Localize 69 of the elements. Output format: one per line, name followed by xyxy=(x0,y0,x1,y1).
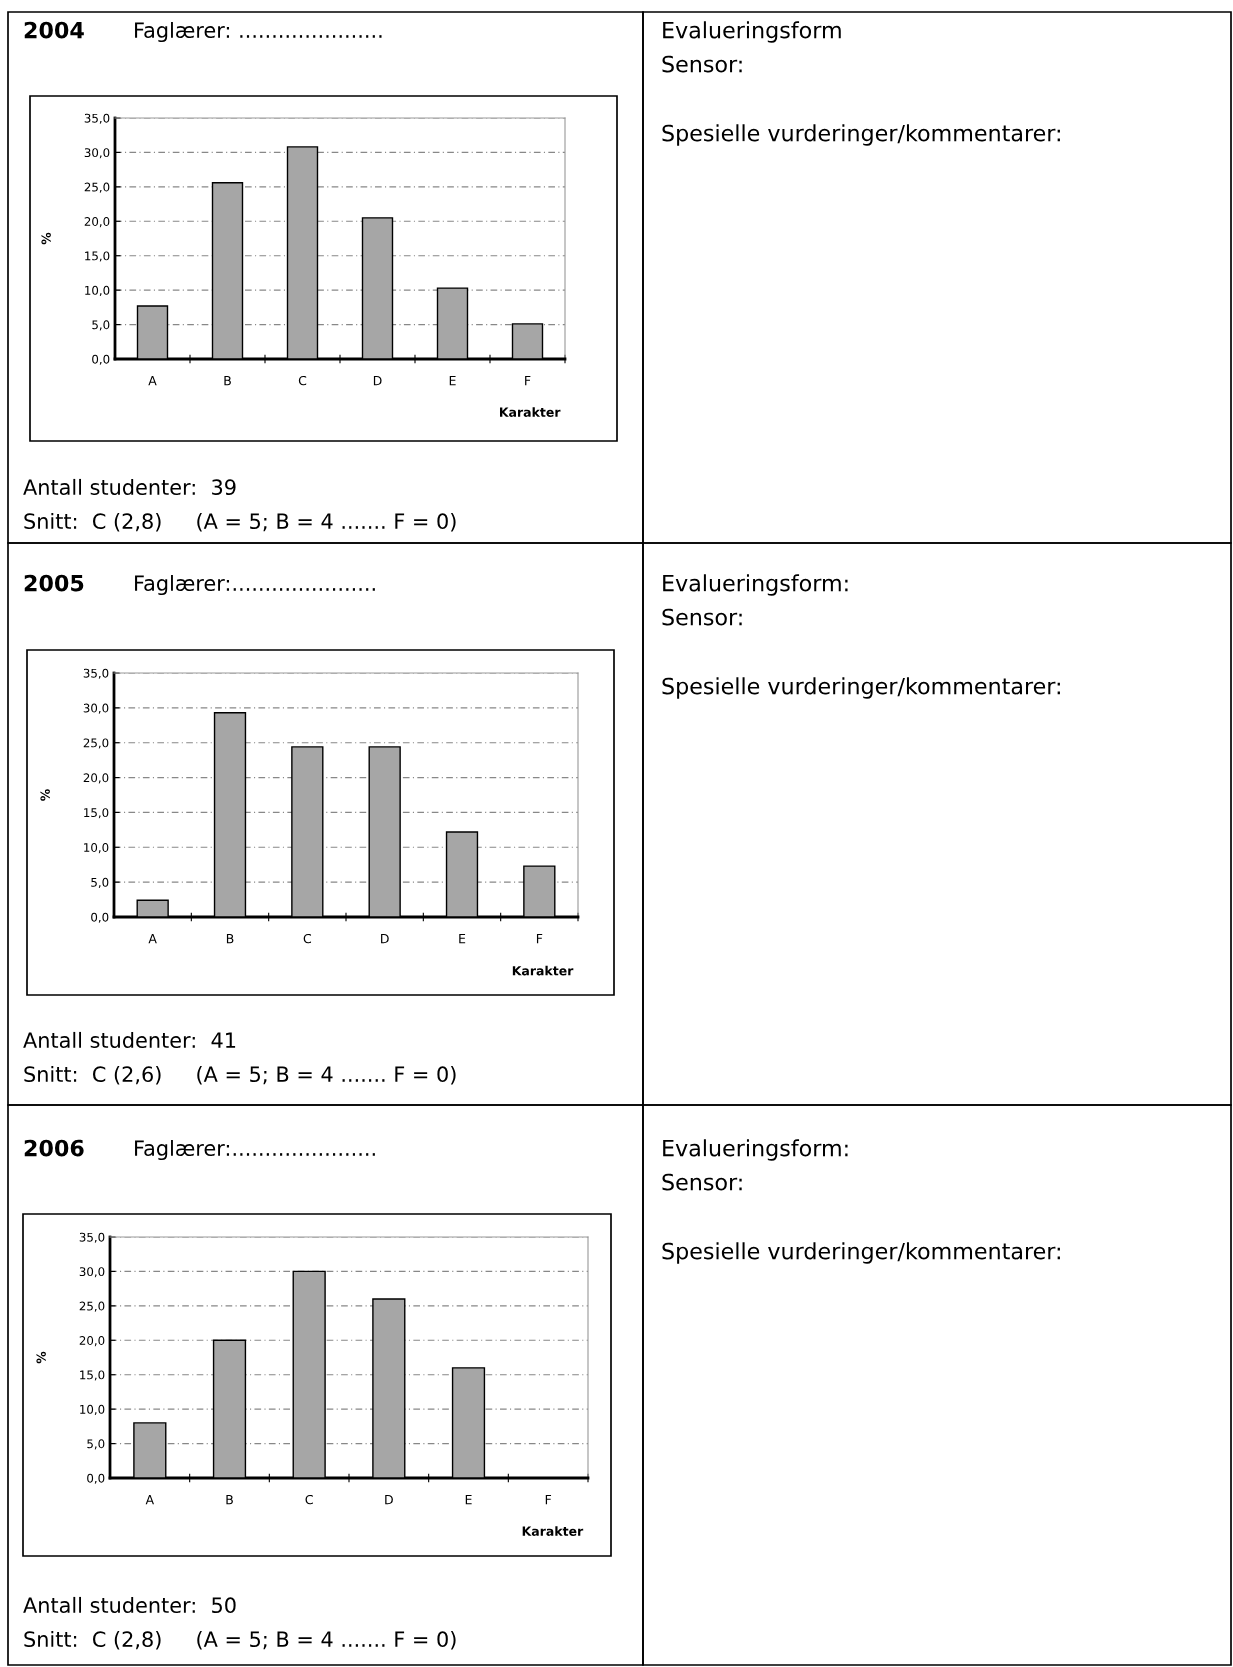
text: Antall studenter: 50 xyxy=(23,1596,236,1614)
y-tick-label: 15,0 xyxy=(80,1370,105,1381)
x-tick-label: A xyxy=(148,934,157,944)
x-axis-title: Karakter xyxy=(512,965,574,976)
y-axis-title: % xyxy=(41,232,51,245)
x-tick-label: F xyxy=(525,376,531,386)
x-tick-label: D xyxy=(385,1495,393,1505)
text: Antall studenter: 39 xyxy=(23,478,236,496)
text: Spesielle vurderinger/kommentarer: xyxy=(662,1242,1060,1264)
text: Antall studenter: 41 xyxy=(23,1031,236,1049)
text: Sensor: xyxy=(662,608,742,626)
text: Faglærer:...................... xyxy=(135,1139,375,1161)
text: Snitt: C (2,6) (A = 5; B = 4 ....... F = 0) xyxy=(24,1065,456,1085)
text: Evalueringsform: xyxy=(663,574,848,596)
x-tick-label: E xyxy=(465,1495,472,1505)
x-tick-label: C xyxy=(303,933,312,944)
x-tick-label: B xyxy=(224,376,231,386)
y-tick-label: 20,0 xyxy=(84,217,110,228)
x-tick-label: F xyxy=(536,934,543,944)
x-tick-label: C xyxy=(305,1494,313,1505)
x-tick-label: E xyxy=(459,934,466,944)
y-tick-label: 5,0 xyxy=(87,1439,105,1450)
text: Evalueringsform xyxy=(663,21,841,43)
text: Sensor: xyxy=(662,1173,742,1191)
y-tick-label: 20,0 xyxy=(83,773,109,784)
y-tick-label: 35,0 xyxy=(83,668,109,679)
y-tick-label: 10,0 xyxy=(80,1404,105,1415)
x-axis-title: Karakter xyxy=(522,1526,584,1536)
y-tick-label: 35,0 xyxy=(79,1232,105,1243)
y-tick-label: 30,0 xyxy=(84,148,110,159)
y-tick-label: 25,0 xyxy=(83,738,109,749)
y-tick-label: 30,0 xyxy=(79,1267,105,1278)
y-axis-title: % xyxy=(36,1351,46,1364)
x-tick-label: B xyxy=(226,934,234,944)
y-tick-label: 5,0 xyxy=(92,320,110,331)
x-axis-title: Karakter xyxy=(500,407,561,417)
chart-title: 2005 xyxy=(24,574,84,592)
y-tick-label: 15,0 xyxy=(84,808,109,819)
text: Spesielle vurderinger/kommentarer: xyxy=(662,677,1060,699)
x-tick-label: D xyxy=(373,376,382,386)
x-tick-label: B xyxy=(226,1495,233,1505)
text: Evalueringsform: xyxy=(663,1139,848,1161)
y-tick-label: 25,0 xyxy=(84,182,110,193)
x-tick-label: E xyxy=(449,376,456,386)
text: Sensor: xyxy=(662,55,742,73)
y-tick-label: 0,0 xyxy=(87,1473,105,1484)
x-tick-label: A xyxy=(148,376,157,386)
text: Snitt: C (2,8) (A = 5; B = 4 ....... F = 0) xyxy=(24,512,456,532)
y-tick-label: 35,0 xyxy=(84,113,110,124)
y-tick-label: 0,0 xyxy=(91,912,109,923)
chart-title: 2006 xyxy=(24,1139,84,1157)
y-tick-label: 30,0 xyxy=(83,703,109,714)
y-tick-label: 25,0 xyxy=(79,1301,105,1312)
y-axis-title: % xyxy=(40,789,50,801)
x-tick-label: A xyxy=(145,1495,155,1505)
x-tick-label: C xyxy=(298,375,307,386)
text: Faglærer:...................... xyxy=(135,574,375,596)
y-tick-label: 0,0 xyxy=(92,354,110,365)
y-tick-label: 10,0 xyxy=(85,285,110,296)
x-tick-label: D xyxy=(381,934,389,944)
chart-title: 2004 xyxy=(24,21,84,39)
y-tick-label: 20,0 xyxy=(79,1336,105,1347)
y-tick-label: 10,0 xyxy=(84,843,109,854)
x-tick-label: F xyxy=(545,1495,552,1505)
y-tick-label: 15,0 xyxy=(85,251,110,262)
y-tick-label: 5,0 xyxy=(91,877,109,888)
text: Snitt: C (2,8) (A = 5; B = 4 ....... F = 0) xyxy=(24,1630,456,1650)
text: Spesielle vurderinger/kommentarer: xyxy=(662,124,1060,146)
text: Faglærer: ...................... xyxy=(135,21,382,43)
